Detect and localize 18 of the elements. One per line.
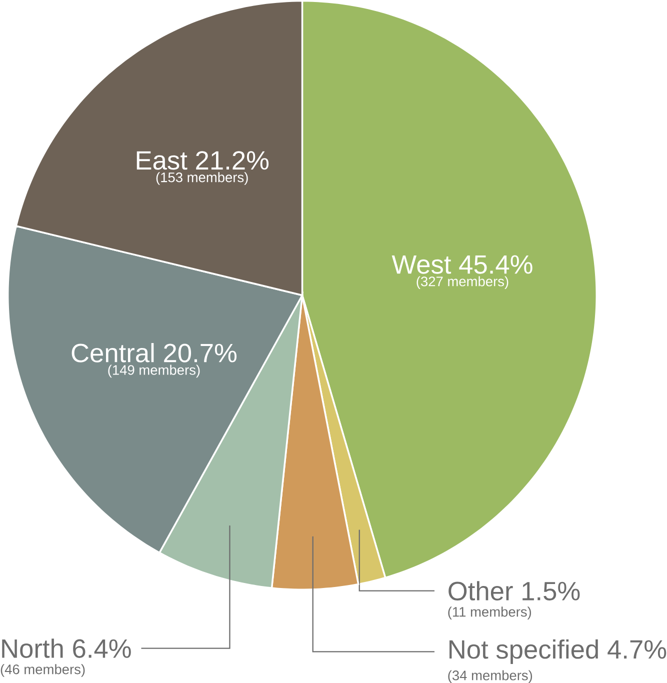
slice-label: Not specified — [449, 639, 598, 664]
slice-label: West — [392, 255, 452, 274]
slice-label: Other — [448, 581, 513, 600]
slice-label: North — [2, 638, 63, 658]
data-label: 20.7% — [164, 344, 237, 362]
data-label: 4.7% — [608, 640, 666, 659]
text: (327 members) — [416, 276, 508, 290]
slice-label: Central — [72, 343, 154, 362]
data-label: 6.4% — [73, 639, 131, 658]
text: (34 members) — [448, 670, 532, 683]
text: (46 members) — [0, 664, 85, 677]
text: (11 members) — [448, 606, 531, 620]
data-label: 1.5% — [522, 582, 580, 600]
data-label: 21.2% — [196, 151, 269, 170]
text: (153 members) — [156, 172, 248, 185]
data-label: 45.4% — [459, 255, 532, 274]
slice-label: East — [136, 151, 188, 170]
text: (149 members) — [108, 364, 200, 378]
